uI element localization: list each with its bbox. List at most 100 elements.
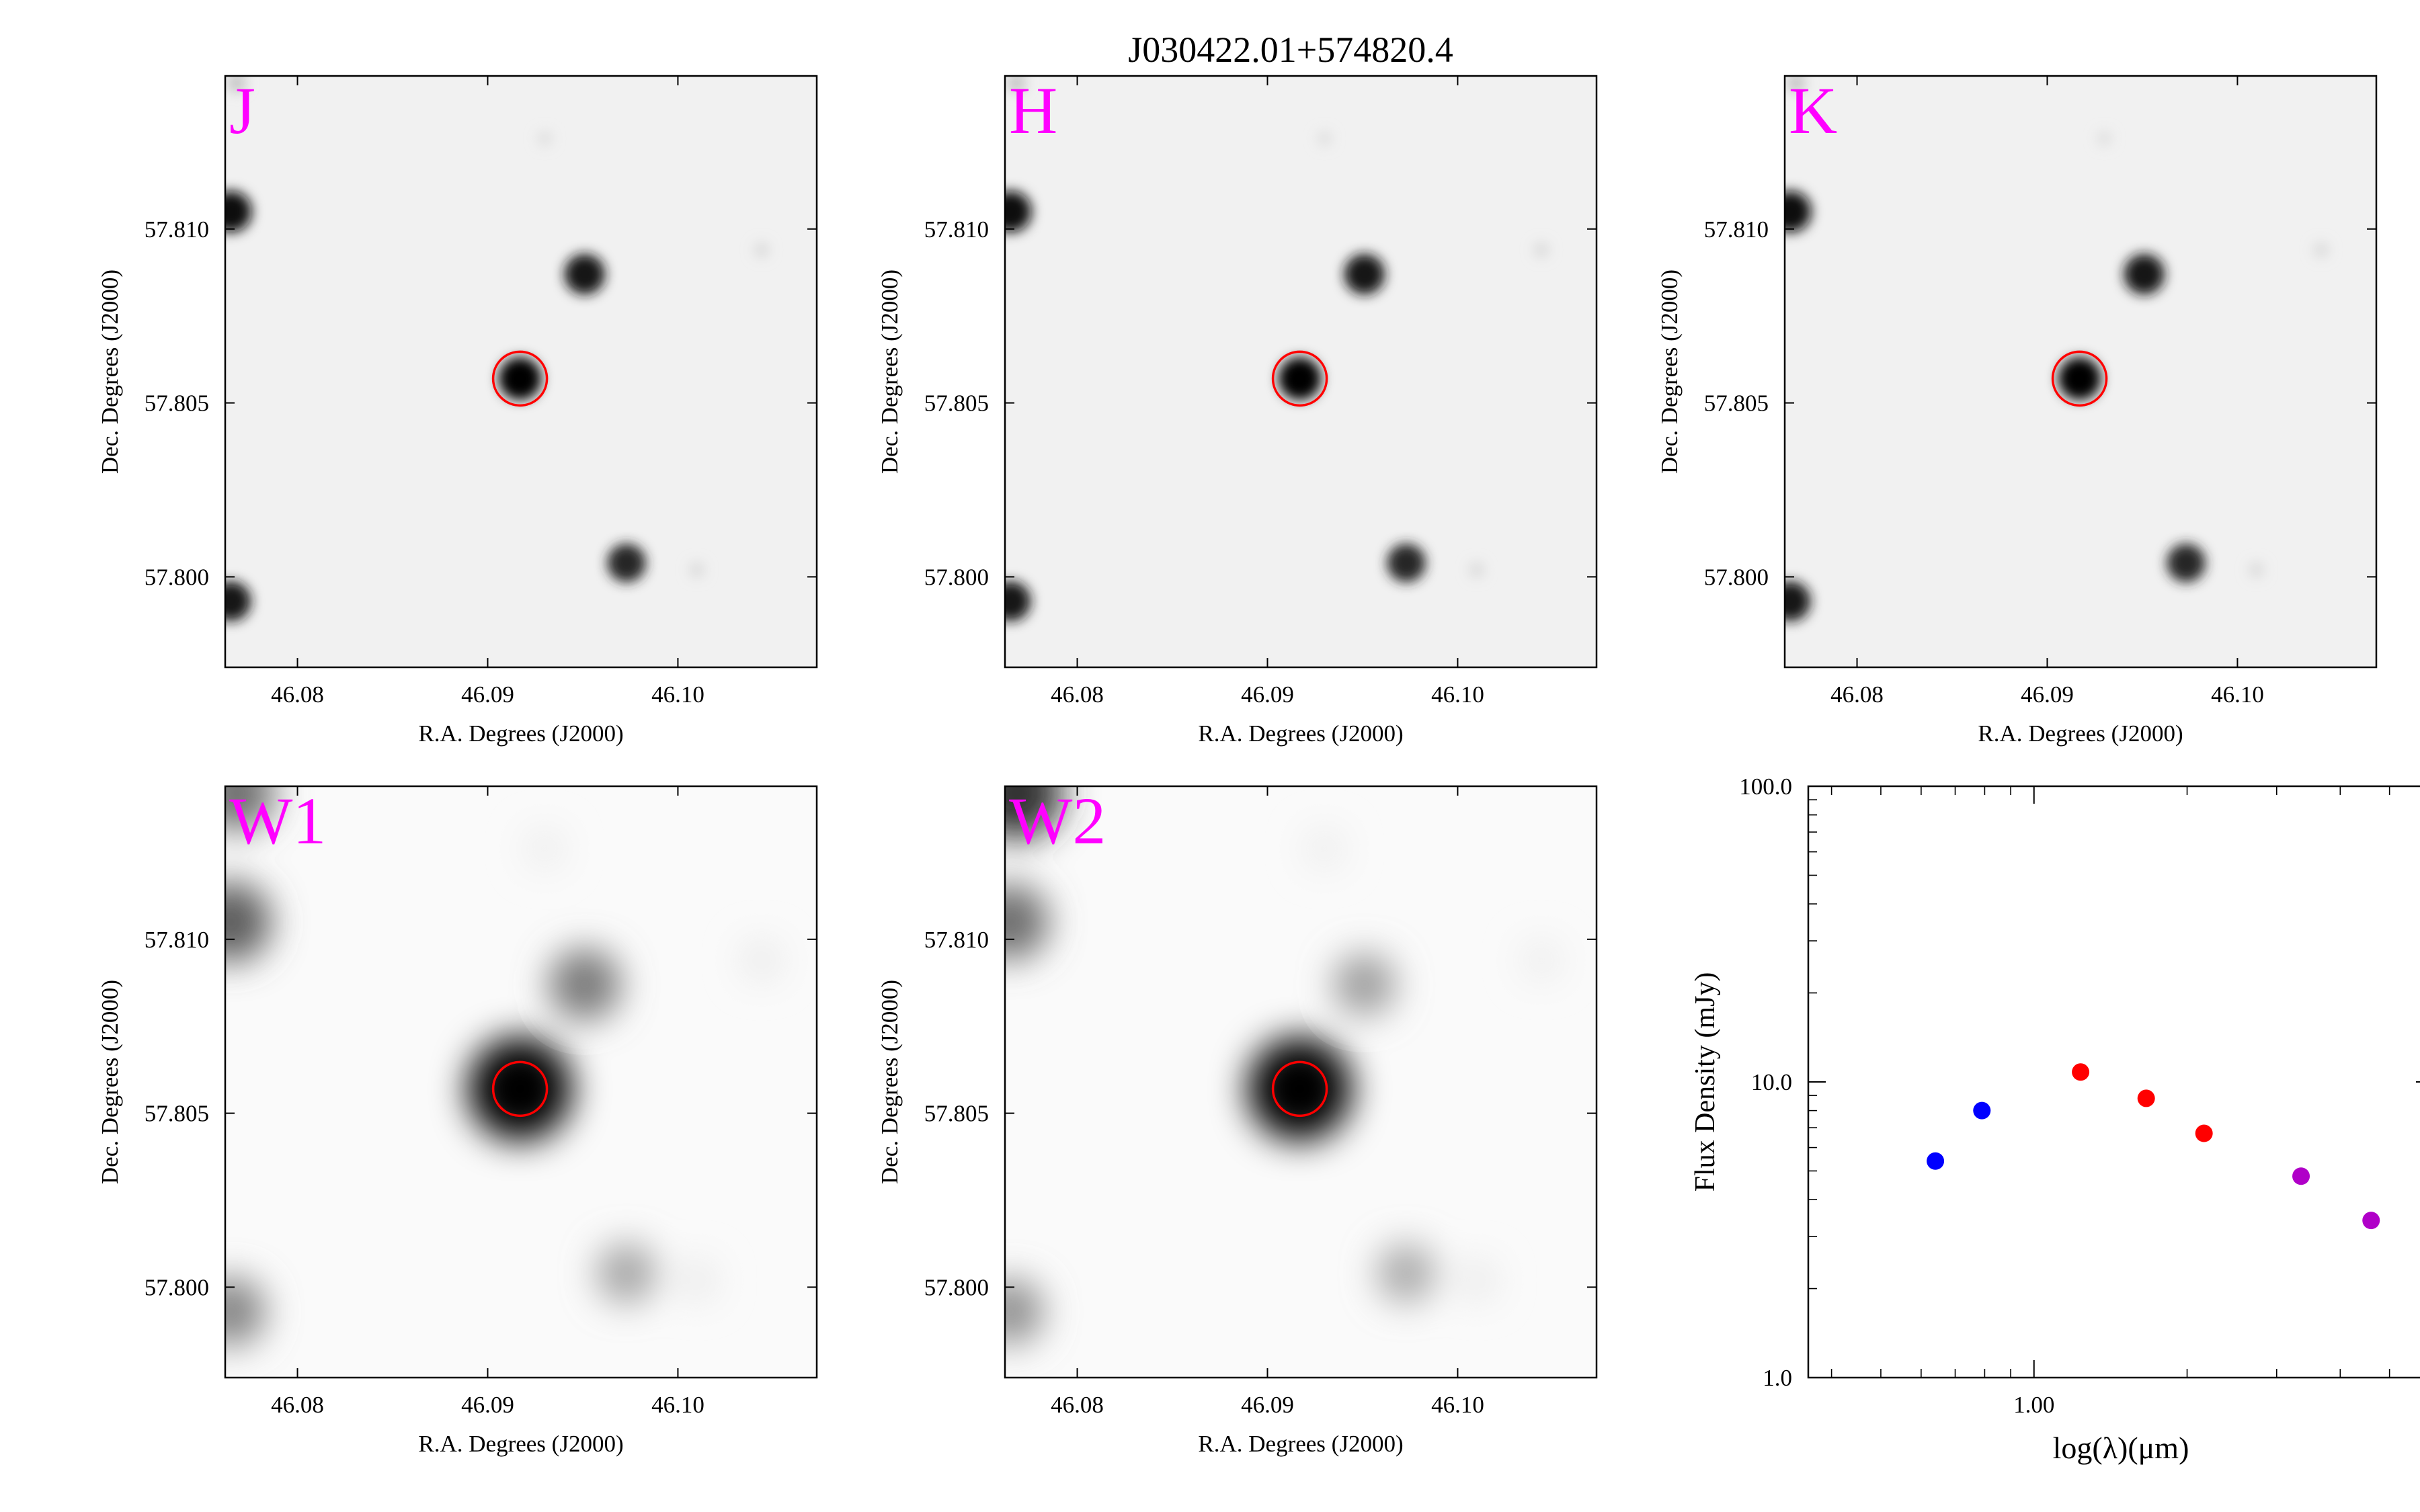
- y-tick-label: 57.800: [1704, 564, 1769, 590]
- source-blob: [1005, 581, 1031, 622]
- x-tick-label: 46.10: [1431, 1392, 1484, 1418]
- y-tick-label: 57.805: [924, 1101, 989, 1127]
- y-axis-title: Dec. Degrees (J2000): [1656, 269, 1683, 474]
- panel-frame: [1004, 785, 1598, 1379]
- target-circle: [1271, 350, 1328, 407]
- panel-frame: [1783, 75, 2378, 669]
- source-blob: [2124, 253, 2165, 295]
- image-panels: 46.08 46.09 46.10 57.810 57.805 57.800 R.A. De…: [97, 73, 2378, 1457]
- source-blob: [675, 1259, 719, 1302]
- source-blob: [1785, 581, 1811, 622]
- source-blob: [225, 786, 275, 831]
- source-blob: [1278, 357, 1322, 401]
- source-blob: [1005, 1278, 1044, 1345]
- source-blob: [2058, 357, 2101, 401]
- x-tick-label: 46.08: [271, 681, 324, 708]
- source-blob: [596, 1243, 657, 1304]
- sed-data-point: [1927, 1152, 1945, 1170]
- source-blob: [1376, 1243, 1437, 1304]
- source-blob: [227, 76, 247, 93]
- source-blob: [548, 948, 621, 1021]
- panel-image: [1005, 786, 1563, 1345]
- x-tick-label: 46.09: [2021, 681, 2074, 708]
- sed-y-tick-label: 1.0: [1763, 1365, 1792, 1391]
- y-tick-label: 57.810: [924, 927, 989, 953]
- band-label: W1: [229, 784, 326, 858]
- source-blob: [225, 1277, 266, 1347]
- source-blob: [225, 581, 251, 622]
- panel-image: [225, 786, 783, 1347]
- x-tick-label: 46.09: [1241, 681, 1294, 708]
- target-circle: [491, 350, 549, 407]
- x-tick-label: 46.10: [651, 681, 704, 708]
- source-blob: [740, 938, 783, 982]
- y-axis-title: Dec. Degrees (J2000): [97, 980, 123, 1184]
- sed-y-tick-label: 10.0: [1751, 1069, 1792, 1095]
- x-tick-label: 46.08: [271, 1392, 324, 1418]
- sed-data-point: [2362, 1212, 2380, 1230]
- source-blob: [1785, 190, 1812, 233]
- target-circle: [491, 1060, 549, 1118]
- y-tick-label: 57.800: [924, 1274, 989, 1300]
- source-blob: [2096, 130, 2113, 146]
- source-blob: [1786, 76, 1806, 93]
- x-axis-title: R.A. Degrees (J2000): [1978, 720, 2183, 747]
- source-blob: [1303, 827, 1346, 870]
- y-tick-label: 57.800: [924, 564, 989, 590]
- x-tick-label: 46.09: [461, 1392, 514, 1418]
- source-blob: [564, 253, 606, 295]
- source-blob: [1247, 1036, 1353, 1142]
- band-label: W2: [1009, 784, 1106, 858]
- source-blob: [1332, 953, 1396, 1016]
- band-label: K: [1789, 73, 1837, 148]
- x-axis-title: R.A. Degrees (J2000): [418, 1431, 623, 1457]
- panel-image: [1785, 76, 2330, 622]
- source-blob: [2248, 561, 2265, 579]
- source-blob: [1316, 130, 1333, 146]
- source-blob: [1533, 241, 1550, 259]
- target-circle: [2051, 350, 2108, 407]
- y-tick-label: 57.810: [145, 927, 209, 953]
- x-axis-title: R.A. Degrees (J2000): [1198, 1431, 1403, 1457]
- y-tick-label: 57.810: [1704, 216, 1769, 243]
- sed-y-axis-title: Flux Density (mJy): [1690, 972, 1721, 1192]
- y-tick-label: 57.805: [1704, 390, 1769, 417]
- sed-y-tick-label: 100.0: [1739, 773, 1792, 800]
- source-blob: [1006, 76, 1026, 93]
- y-tick-label: 57.805: [145, 390, 209, 417]
- source-blob: [2167, 544, 2206, 583]
- source-blob: [536, 130, 553, 146]
- sed-x-tick-label: 1.00: [2013, 1392, 2054, 1418]
- x-tick-label: 46.10: [651, 1392, 704, 1418]
- source-blob: [467, 1036, 573, 1142]
- band-label: H: [1009, 73, 1057, 148]
- band-label: J: [229, 73, 255, 148]
- source-blob: [688, 561, 705, 579]
- sed-x-axis-title: log(λ)(μm): [2053, 1431, 2189, 1465]
- x-tick-label: 46.10: [1431, 681, 1484, 708]
- y-axis-title: Dec. Degrees (J2000): [877, 980, 903, 1184]
- x-axis-title: R.A. Degrees (J2000): [1198, 720, 1403, 747]
- sed-data-point: [2072, 1063, 2090, 1081]
- panel-frame: [1004, 75, 1598, 669]
- sed-frame: [1807, 785, 2420, 1379]
- source-blob: [225, 190, 252, 233]
- panel-image: [225, 76, 770, 622]
- source-blob: [1520, 939, 1563, 982]
- target-circle: [1271, 1060, 1328, 1118]
- source-blob: [2312, 241, 2330, 259]
- source-blob: [1005, 786, 1063, 839]
- panel-frame: [224, 75, 818, 669]
- x-tick-label: 46.08: [1051, 681, 1104, 708]
- x-tick-label: 46.10: [2211, 681, 2264, 708]
- x-tick-label: 46.09: [1241, 1392, 1294, 1418]
- y-tick-label: 57.805: [924, 390, 989, 417]
- y-tick-label: 57.800: [145, 564, 209, 590]
- panel-k: 46.08 46.09 46.10 57.810 57.805 57.800 R.A. De…: [1656, 73, 2378, 747]
- panel-w1: 46.08 46.09 46.10 57.810 57.805 57.800 R.A. De…: [97, 784, 818, 1457]
- source-blob: [498, 357, 542, 401]
- y-tick-label: 57.805: [145, 1101, 209, 1127]
- x-tick-label: 46.09: [461, 681, 514, 708]
- source-blob: [225, 882, 272, 962]
